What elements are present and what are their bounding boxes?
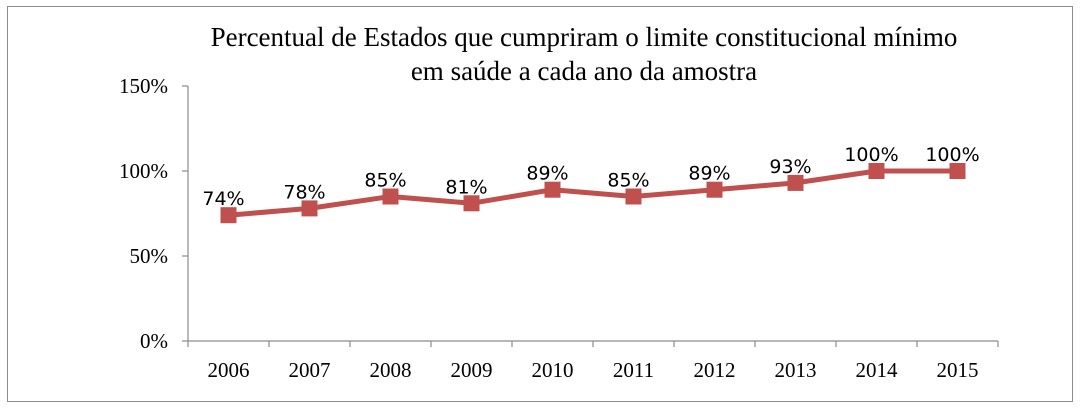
data-point-marker xyxy=(382,188,399,205)
data-point-marker xyxy=(544,181,561,198)
y-tick-label: 150% xyxy=(119,74,168,98)
data-point-marker xyxy=(949,163,966,179)
data-label: 74% xyxy=(202,188,244,210)
chart-title-line-2: em saúde a cada ano da amostra xyxy=(411,56,757,86)
x-tick-label: 2015 xyxy=(937,358,979,382)
data-point-marker xyxy=(787,174,804,191)
data-label: 89% xyxy=(526,163,568,185)
data-point-marker xyxy=(868,163,885,179)
x-tick-label: 2011 xyxy=(613,358,654,382)
x-tick-label: 2013 xyxy=(775,358,817,382)
x-tick-label: 2009 xyxy=(451,358,493,382)
x-tick-label: 2012 xyxy=(694,358,736,382)
data-label: 100% xyxy=(844,144,898,166)
data-label: 89% xyxy=(688,163,730,185)
data-point-marker xyxy=(706,181,723,198)
series-line xyxy=(228,168,958,218)
data-point-marker xyxy=(220,207,237,224)
x-tick-label: 2010 xyxy=(532,358,574,382)
chart-frame xyxy=(7,6,1073,402)
data-label: 85% xyxy=(364,170,406,192)
x-tick-label: 2007 xyxy=(289,358,331,382)
y-tick-label: 0% xyxy=(140,329,168,353)
data-point-marker xyxy=(301,200,318,217)
y-tick-label: 50% xyxy=(130,244,169,268)
data-point-marker xyxy=(625,188,642,205)
chart-title-line-1: Percentual de Estados que cumpriram o li… xyxy=(211,22,958,52)
data-label: 81% xyxy=(445,176,487,198)
y-tick-label: 100% xyxy=(119,159,168,183)
data-label: 78% xyxy=(283,181,325,203)
data-point-marker xyxy=(463,195,480,212)
data-label: 93% xyxy=(769,156,811,178)
x-tick-label: 2008 xyxy=(370,358,412,382)
data-label: 85% xyxy=(607,170,649,192)
x-tick-label: 2006 xyxy=(208,358,250,382)
x-tick-label: 2014 xyxy=(856,358,899,382)
data-label: 100% xyxy=(925,144,979,166)
